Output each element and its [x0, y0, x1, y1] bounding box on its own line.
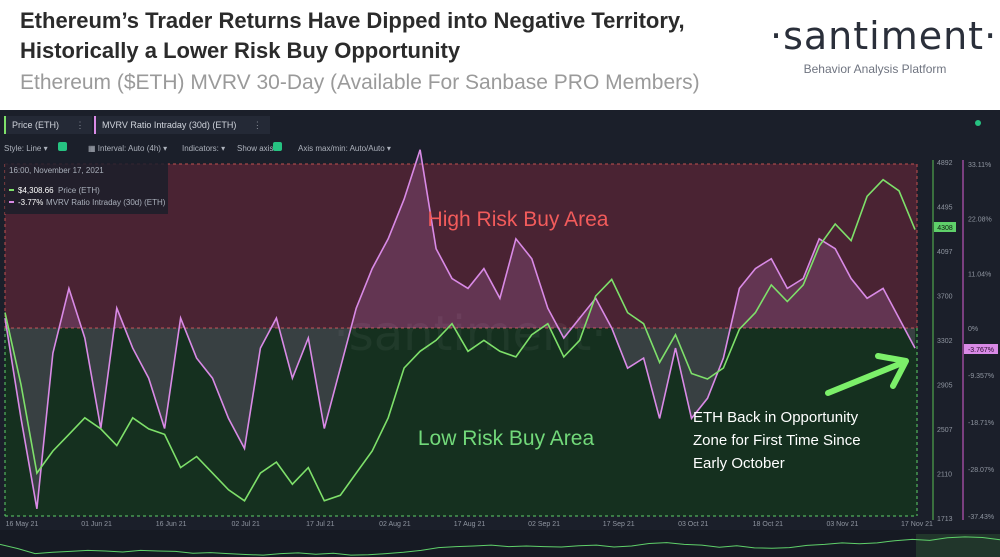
page-subtitle: Ethereum ($ETH) MVRV 30-Day (Available F…: [20, 71, 700, 94]
price-tick-label: 2110: [937, 472, 952, 479]
note-line-1: ETH Back in Opportunity: [693, 409, 859, 426]
x-tick-label: 17 Nov 21: [901, 521, 933, 528]
tooltip-price-label: Price (ETH): [58, 186, 100, 195]
metric-tabs: Price (ETH) ⋮ MVRV Ratio Intraday (30d) …: [0, 110, 1000, 136]
brand-logo: ·santiment· Behavior Analysis Platform: [770, 14, 998, 76]
mvrv-current-badge: [964, 344, 998, 354]
mvrv-axis-ticks: 33.11% 22.08% 11.04% 0% -9.357% -18.71% -28.07…: [968, 162, 994, 521]
high-risk-label: High Risk Buy Area: [428, 208, 609, 231]
x-tick-label: 02 Aug 21: [379, 521, 411, 528]
interval-selector[interactable]: ▦ Interval: Auto (4h) ▾: [88, 144, 168, 153]
color-selector[interactable]: ▾: [58, 142, 67, 156]
x-tick-label: 03 Oct 21: [678, 521, 708, 528]
mvrv-tick-label: 33.11%: [968, 162, 991, 169]
mvrv-tick-label: -28.07%: [968, 467, 994, 474]
brand-tagline: Behavior Analysis Platform: [803, 62, 947, 76]
tab-price-label: Price (ETH): [12, 120, 59, 130]
x-tick-label: 16 May 21: [6, 521, 39, 528]
x-tick-label: 03 Nov 21: [826, 521, 858, 528]
price-current-badge: [934, 222, 956, 232]
chart-svg: ·santiment· 16:00, November 17, 2021 $4,…: [0, 149, 1000, 557]
price-tick-label: 1713: [937, 516, 953, 523]
mvrv-tick-label: -9.357%: [968, 373, 994, 380]
axis-maxmin-selector[interactable]: Axis max/min: Auto/Auto ▾: [298, 144, 391, 153]
x-tick-label: 17 Sep 21: [603, 521, 635, 528]
note-line-2: Zone for First Time Since: [693, 432, 861, 449]
x-tick-label: 02 Sep 21: [528, 521, 560, 528]
price-axis-ticks: 4892 4495 4097 3700 3302 2905 2507 2110 1713: [937, 160, 953, 523]
price-tick-label: 3302: [937, 338, 953, 345]
tooltip-mvrv-value: -3.77%: [18, 198, 43, 207]
page-title: Ethereum’s Trader Returns Have Dipped in…: [20, 8, 685, 63]
price-tick-label: 4097: [937, 249, 953, 256]
tooltip-date: 16:00, November 17, 2021: [9, 166, 104, 175]
chart-panel: Price (ETH) ⋮ MVRV Ratio Intraday (30d) …: [0, 110, 1000, 557]
tab-mvrv[interactable]: MVRV Ratio Intraday (30d) (ETH) ⋮: [94, 116, 270, 134]
x-tick-label: 01 Jun 21: [81, 521, 112, 528]
indicators-label: Indicators:: [182, 144, 219, 153]
price-series-layer: [4, 178, 916, 502]
x-tick-label: 17 Jul 21: [306, 521, 335, 528]
mvrv-tick-label: 11.04%: [968, 271, 991, 278]
show-axis-toggle[interactable]: Show axis: [237, 142, 283, 156]
indicators-selector[interactable]: Indicators: ▾: [182, 144, 226, 153]
tooltip-price-swatch: [9, 189, 14, 191]
note-line-3: Early October: [693, 455, 785, 472]
tab-price-menu-icon[interactable]: ⋮: [75, 120, 85, 130]
mvrv-tick-label: 22.08%: [968, 217, 992, 224]
mvrv-tick-label: -37.43%: [968, 514, 994, 521]
x-tick-label: 16 Jun 21: [156, 521, 187, 528]
price-tick-label: 2905: [937, 383, 953, 390]
price-tick-label: 2507: [937, 427, 953, 434]
tab-price[interactable]: Price (ETH) ⋮: [4, 116, 92, 134]
mvrv-tick-label: 0%: [968, 326, 978, 333]
axis-maxmin-label: Axis max/min: Auto/Auto: [298, 144, 385, 153]
interval-label: Interval: Auto (4h): [97, 144, 161, 153]
mvrv-line: [4, 149, 916, 509]
minimap[interactable]: [0, 530, 1000, 557]
live-indicator-icon: [975, 120, 981, 126]
x-tick-label: 18 Oct 21: [753, 521, 783, 528]
x-axis-ticks: 16 May 21 01 Jun 21 16 Jun 21 02 Jul 21 17 J…: [6, 521, 933, 528]
price-current-value: 4308: [937, 225, 953, 232]
mvrv-area: [5, 149, 915, 509]
show-axis-label: Show axis: [237, 144, 274, 153]
show-axis-checkbox-icon: [273, 142, 283, 151]
color-swatch-icon: [58, 142, 67, 151]
price-tick-label: 4495: [937, 205, 953, 212]
header: Ethereum’s Trader Returns Have Dipped in…: [0, 0, 1000, 106]
tooltip-box: [5, 162, 168, 214]
tooltip-mvrv-label: MVRV Ratio Intraday (30d) (ETH): [46, 198, 166, 207]
minimap-line: [0, 536, 1000, 556]
low-risk-zone: [5, 328, 917, 516]
low-risk-label: Low Risk Buy Area: [418, 427, 595, 450]
style-selector[interactable]: Style: Line ▾: [4, 144, 48, 153]
arrow-icon: [825, 353, 909, 396]
mvrv-tick-label: -18.71%: [968, 420, 994, 427]
mvrv-current-value: -3.767%: [968, 347, 994, 354]
tooltip-price-value: $4,308.66: [18, 186, 54, 195]
style-label: Style: Line: [4, 144, 42, 153]
tab-mvrv-label: MVRV Ratio Intraday (30d) (ETH): [102, 120, 237, 130]
price-tick-label: 4892: [937, 160, 953, 167]
brand-name: ·santiment·: [770, 14, 998, 58]
mvrv-series-layer: [4, 149, 916, 509]
price-line: [4, 178, 916, 502]
x-tick-label: 02 Jul 21: [232, 521, 261, 528]
price-tick-label: 3700: [937, 294, 953, 301]
x-tick-label: 17 Aug 21: [454, 521, 486, 528]
tab-mvrv-menu-icon[interactable]: ⋮: [252, 120, 262, 130]
tooltip-mvrv-swatch: [9, 201, 14, 203]
